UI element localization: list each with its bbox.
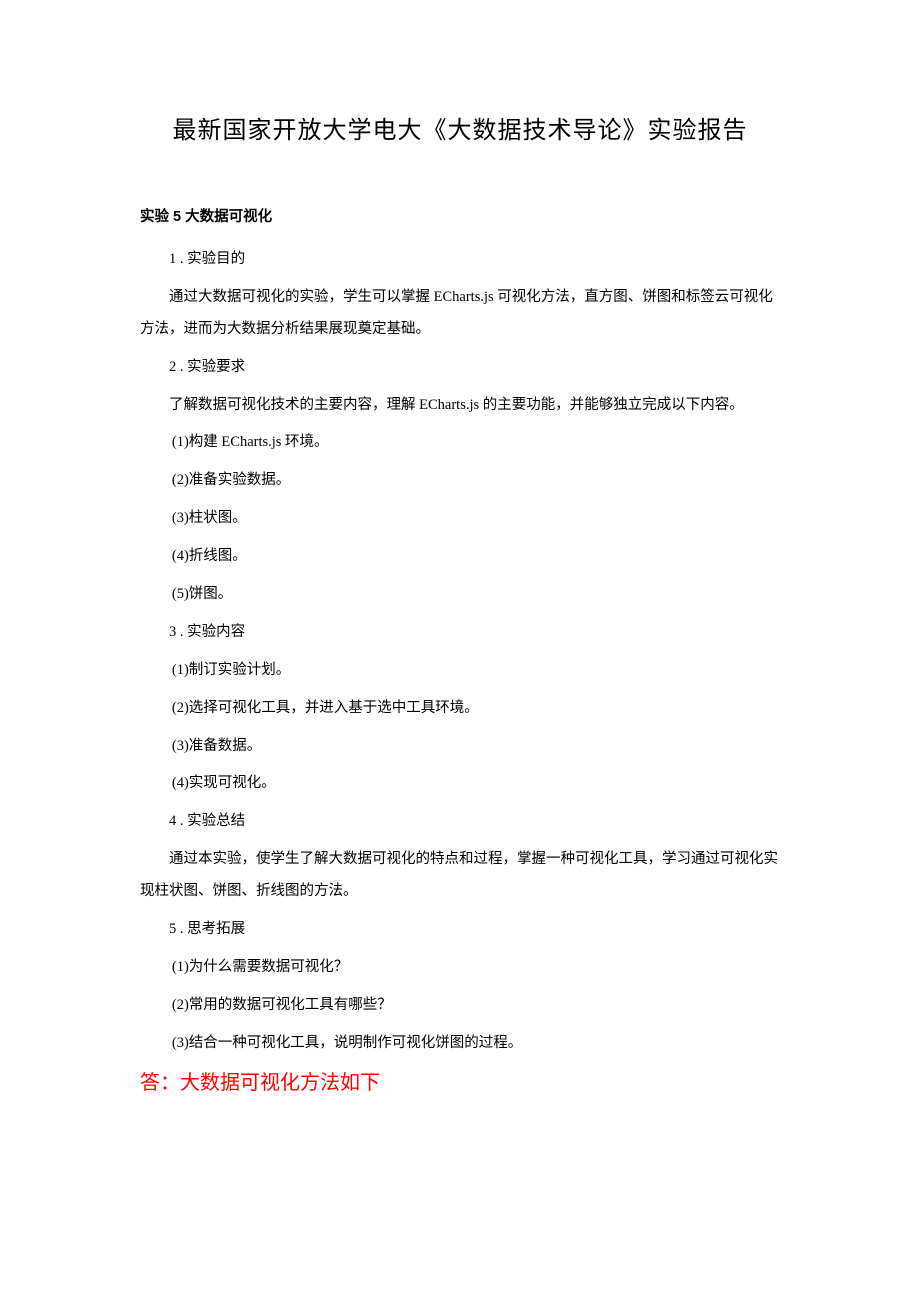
section-3-heading: 3 . 实验内容 <box>140 617 780 649</box>
section-1-body: 通过大数据可视化的实验，学生可以掌握 ECharts.js 可视化方法，直方图、… <box>140 282 780 346</box>
section-1-heading: 1 . 实验目的 <box>140 244 780 276</box>
document-title: 最新国家开放大学电大《大数据技术导论》实验报告 <box>140 110 780 145</box>
section-5-heading: 5 . 思考拓展 <box>140 914 780 946</box>
section-2-item-5: (5)饼图。 <box>140 579 780 611</box>
section-4-heading: 4 . 实验总结 <box>140 806 780 838</box>
section-5-item-1: (1)为什么需要数据可视化？ <box>140 952 780 984</box>
answer-line: 答：大数据可视化方法如下 <box>140 1066 780 1095</box>
section-4-body: 通过本实验，使学生了解大数据可视化的特点和过程，掌握一种可视化工具，学习通过可视… <box>140 844 780 908</box>
section-2-item-4: (4)折线图。 <box>140 541 780 573</box>
section-2-item-3: (3)柱状图。 <box>140 503 780 535</box>
section-3-item-4: (4)实现可视化。 <box>140 768 780 800</box>
section-2-heading: 2 . 实验要求 <box>140 352 780 384</box>
section-2-item-2: (2)准备实验数据。 <box>140 465 780 497</box>
section-5-item-2: (2)常用的数据可视化工具有哪些？ <box>140 990 780 1022</box>
section-2-intro: 了解数据可视化技术的主要内容，理解 ECharts.js 的主要功能，并能够独立… <box>140 390 780 422</box>
section-2-item-1: (1)构建 ECharts.js 环境。 <box>140 427 780 459</box>
section-3-item-1: (1)制订实验计划。 <box>140 655 780 687</box>
document-page: 最新国家开放大学电大《大数据技术导论》实验报告 实验 5 大数据可视化 1 . … <box>0 0 920 1301</box>
section-3-item-3: (3)准备数据。 <box>140 731 780 763</box>
section-5-item-3: (3)结合一种可视化工具，说明制作可视化饼图的过程。 <box>140 1028 780 1060</box>
section-3-item-2: (2)选择可视化工具，并进入基于选中工具环境。 <box>140 693 780 725</box>
experiment-subheading: 实验 5 大数据可视化 <box>140 205 780 226</box>
